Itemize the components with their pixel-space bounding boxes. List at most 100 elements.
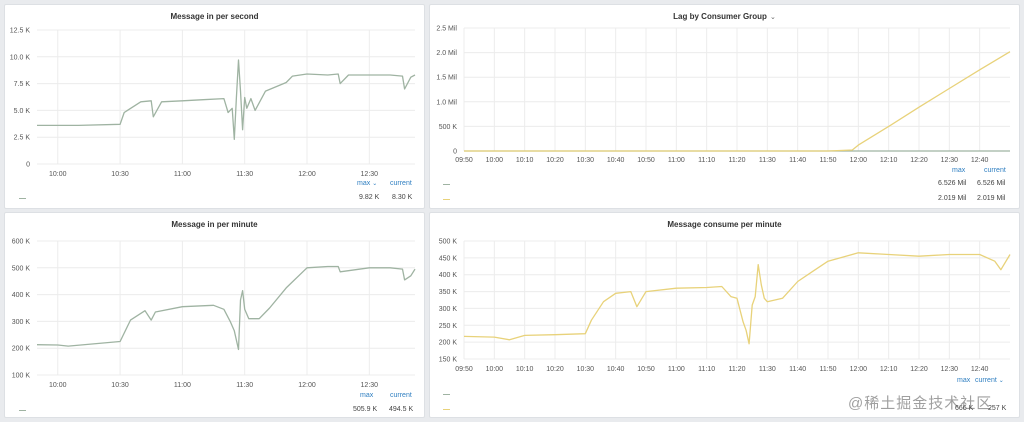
x-tick-label: 10:10 bbox=[516, 366, 534, 373]
y-tick-label: 400 K bbox=[12, 292, 31, 299]
series-line bbox=[463, 252, 1011, 345]
panel-message-consume-per-minute: Message consume per minute 150 K 200 K 250… bbox=[429, 212, 1020, 418]
series-line bbox=[37, 59, 416, 140]
panel-title[interactable]: Message consume per minute bbox=[667, 220, 782, 229]
legend-header-max[interactable]: max bbox=[360, 392, 374, 399]
x-tick-label: 11:50 bbox=[820, 157, 837, 164]
y-tick-label: 600 K bbox=[12, 239, 31, 246]
panel-title[interactable]: Message in per second bbox=[170, 12, 259, 21]
x-tick-label: 12:00 bbox=[850, 366, 868, 373]
x-tick-label: 11:10 bbox=[698, 366, 715, 373]
chart-message-in-per-second: 0 2.5 K 5.0 K 7.5 K 10.0 K 12.5 K 10:00 10:30 11… bbox=[10, 28, 416, 178]
y-tick-label: 200 K bbox=[12, 346, 31, 353]
panel-message-in-per-second: Message in per second 0 2.5 K 5.0 K 7.5 K 10… bbox=[4, 4, 425, 209]
x-tick-label: 12:10 bbox=[880, 366, 898, 373]
y-tick-label: 2.5 K bbox=[14, 135, 31, 142]
x-tick-label: 10:20 bbox=[546, 157, 564, 164]
legend-header-max[interactable]: max bbox=[957, 377, 971, 384]
legend-current-value: 8.30 K bbox=[392, 194, 413, 201]
y-tick-label: 400 K bbox=[439, 272, 458, 279]
x-tick-label: 11:20 bbox=[729, 157, 746, 164]
x-tick-label: 11:30 bbox=[236, 382, 253, 389]
x-tick-label: 12:00 bbox=[298, 382, 316, 389]
x-tick-label: 11:30 bbox=[236, 171, 253, 178]
y-tick-label: 1.5 Mil bbox=[436, 75, 457, 82]
legend-header-max[interactable]: max bbox=[952, 167, 966, 174]
legend-header-current[interactable]: current bbox=[984, 167, 1006, 174]
x-tick-label: 11:20 bbox=[729, 366, 746, 373]
x-tick-label: 11:10 bbox=[698, 157, 715, 164]
x-tick-label: 12:30 bbox=[941, 366, 959, 373]
legend-max-value: 2.019 Mil bbox=[938, 195, 967, 202]
y-tick-label: 450 K bbox=[439, 255, 458, 262]
legend-max-value: 9.82 K bbox=[359, 194, 380, 201]
panel-title[interactable]: Message in per minute bbox=[171, 220, 258, 229]
sort-desc-icon: ⌄ bbox=[998, 378, 1004, 384]
x-tick-label: 10:30 bbox=[577, 366, 595, 373]
legend-max-value: 505.9 K bbox=[353, 406, 378, 413]
legend-max-value: 666 K bbox=[955, 405, 974, 412]
x-tick-label: 10:00 bbox=[49, 382, 67, 389]
legend-current-value: 2.019 Mil bbox=[977, 195, 1006, 202]
legend-header-current[interactable]: current bbox=[390, 180, 412, 187]
legend-header-current[interactable]: current bbox=[390, 392, 412, 399]
y-tick-label: 500 K bbox=[439, 124, 458, 131]
x-tick-label: 10:50 bbox=[637, 366, 655, 373]
x-tick-label: 12:00 bbox=[298, 171, 316, 178]
legend-series-swatch bbox=[443, 394, 450, 395]
y-tick-label: 7.5 K bbox=[14, 81, 31, 88]
y-tick-label: 1.0 Mil bbox=[436, 99, 457, 106]
series-line bbox=[464, 51, 1011, 152]
x-tick-label: 10:00 bbox=[486, 157, 504, 164]
y-tick-label: 0 bbox=[453, 149, 457, 156]
x-tick-label: 10:00 bbox=[486, 366, 504, 373]
y-tick-label: 300 K bbox=[12, 319, 31, 326]
y-tick-label: 12.5 K bbox=[10, 28, 31, 35]
legend-current-value: 494.5 K bbox=[389, 406, 414, 413]
y-tick-label: 500 K bbox=[439, 239, 458, 246]
x-tick-label: 12:20 bbox=[910, 157, 928, 164]
y-tick-label: 100 K bbox=[12, 373, 31, 380]
legend-series-swatch bbox=[443, 199, 450, 200]
legend-series-swatch bbox=[443, 409, 450, 410]
y-tick-label: 2.0 Mil bbox=[436, 50, 457, 57]
sort-desc-icon: ⌄ bbox=[372, 181, 378, 187]
legend-header-current[interactable]: current ⌄ bbox=[975, 377, 1004, 384]
x-tick-label: 10:40 bbox=[607, 366, 625, 373]
legend-current-value: 6.526 Mil bbox=[977, 180, 1006, 187]
legend-current-value: 257 K bbox=[988, 405, 1007, 412]
panel-lag-by-consumer-group: Lag by Consumer Group ⌄ 0 500 K 1.0 Mil 1.5 … bbox=[429, 4, 1020, 209]
watermark: @稀土掘金技术社区 bbox=[848, 395, 993, 412]
x-tick-label: 10:00 bbox=[49, 171, 67, 178]
y-tick-label: 300 K bbox=[439, 306, 458, 313]
x-tick-label: 11:00 bbox=[174, 382, 191, 389]
x-tick-label: 09:50 bbox=[455, 366, 473, 373]
y-tick-label: 500 K bbox=[12, 265, 31, 272]
x-tick-label: 09:50 bbox=[455, 157, 473, 164]
chevron-down-icon[interactable]: ⌄ bbox=[769, 14, 776, 21]
x-tick-label: 11:30 bbox=[759, 157, 776, 164]
legend-series-swatch bbox=[443, 184, 450, 185]
x-tick-label: 12:30 bbox=[941, 157, 959, 164]
x-tick-label: 11:30 bbox=[759, 366, 776, 373]
x-tick-label: 11:00 bbox=[668, 366, 685, 373]
x-tick-label: 12:10 bbox=[880, 157, 898, 164]
x-tick-label: 10:10 bbox=[516, 157, 534, 164]
x-tick-label: 10:20 bbox=[546, 366, 564, 373]
y-tick-label: 250 K bbox=[439, 323, 458, 330]
y-tick-label: 350 K bbox=[439, 289, 458, 296]
chart-message-in-per-minute: 100 K 200 K 300 K 400 K 500 K 600 K 10:00 10:30… bbox=[12, 239, 416, 389]
legend-header-max[interactable]: max ⌄ bbox=[357, 180, 378, 187]
panel-title[interactable]: Lag by Consumer Group ⌄ bbox=[673, 12, 776, 21]
chart-lag-by-consumer-group: 0 500 K 1.0 Mil 1.5 Mil 2.0 Mil 2.5 Mil 09:50 1… bbox=[436, 26, 1011, 164]
y-tick-label: 150 K bbox=[439, 357, 458, 364]
legend-series-swatch bbox=[19, 410, 26, 411]
chart-message-consume-per-minute: 150 K 200 K 250 K 300 K 350 K 400 K 450 K 500 K… bbox=[439, 239, 1011, 373]
y-tick-label: 5.0 K bbox=[14, 108, 31, 115]
x-tick-label: 11:00 bbox=[668, 157, 685, 164]
x-tick-label: 10:30 bbox=[111, 171, 129, 178]
legend-series-swatch bbox=[19, 198, 26, 199]
x-tick-label: 12:30 bbox=[361, 382, 379, 389]
x-tick-label: 10:30 bbox=[111, 382, 129, 389]
y-tick-label: 200 K bbox=[439, 340, 458, 347]
